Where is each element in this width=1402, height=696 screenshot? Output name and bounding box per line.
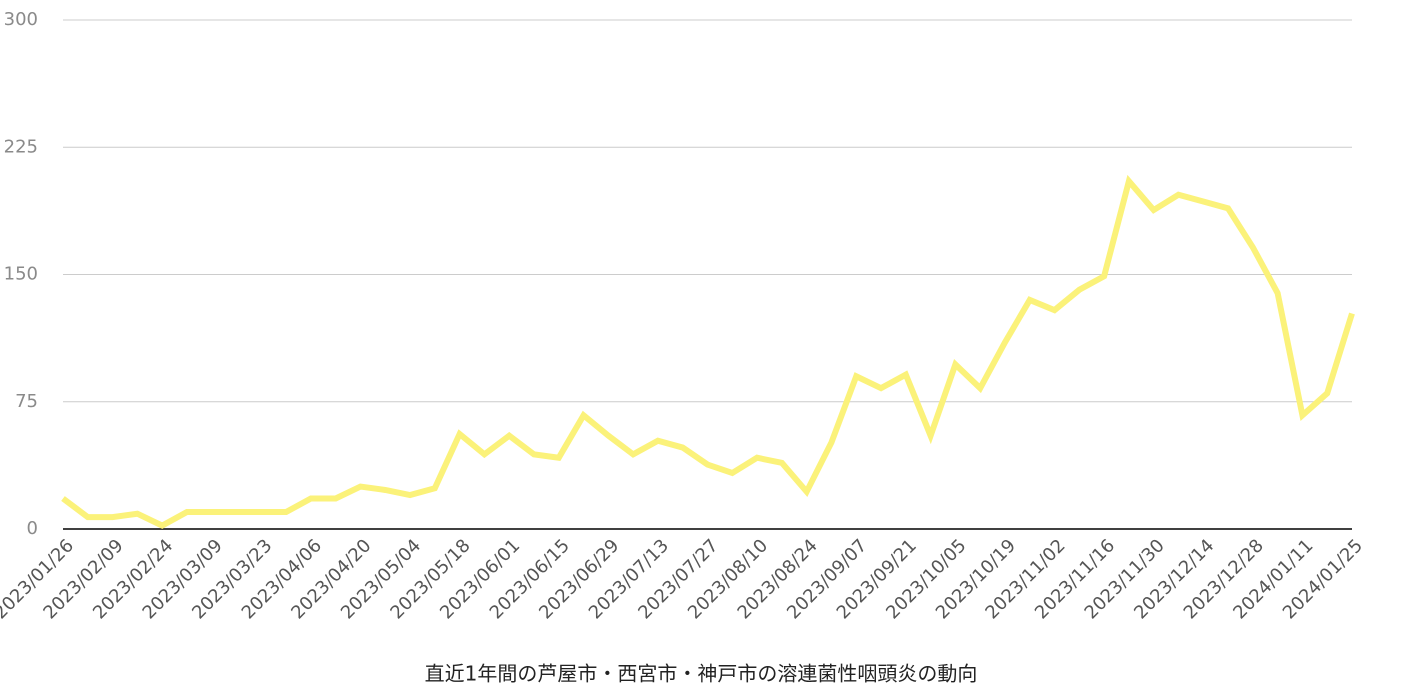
y-tick-label: 0 <box>27 518 38 539</box>
y-tick-label: 75 <box>15 391 38 412</box>
y-tick-label: 225 <box>4 136 38 157</box>
y-tick-label: 300 <box>4 9 38 30</box>
line <box>61 174 1355 529</box>
chart-title: 直近1年間の芦屋市・西宮市・神戸市の溶連菌性咽頭炎の動向 <box>425 662 978 686</box>
y-tick-label: 150 <box>4 264 38 285</box>
